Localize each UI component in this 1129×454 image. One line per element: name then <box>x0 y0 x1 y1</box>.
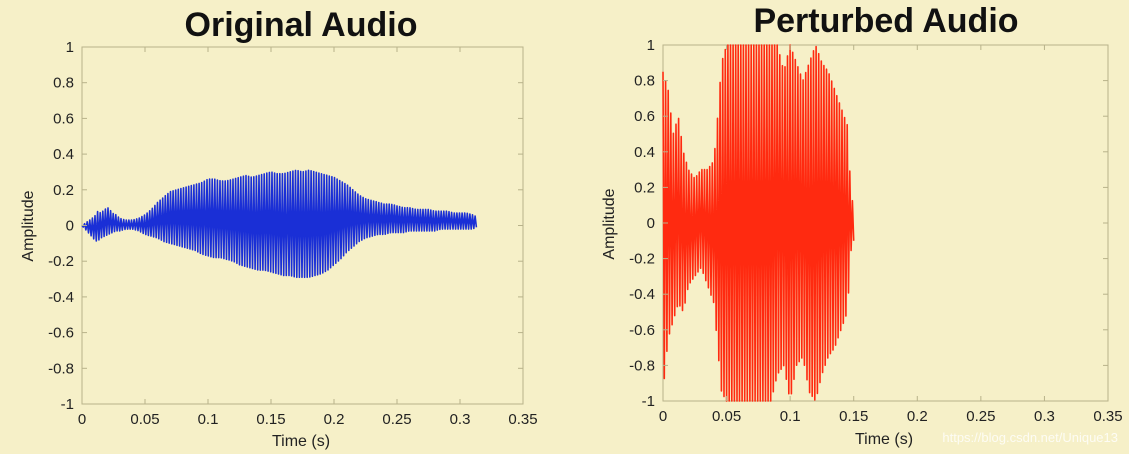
y-tick-label: -0.2 <box>629 251 655 268</box>
y-tick-label: 0.6 <box>634 108 655 125</box>
x-axis-ticks: 0 0.05 0.1 0.15 0.2 0.25 0.3 0.35 <box>78 47 538 428</box>
y-tick-label: -0.2 <box>48 253 74 270</box>
y-tick-label: -0.6 <box>48 325 74 342</box>
y-tick-label: -0.6 <box>629 322 655 339</box>
chart-original-audio: Original Audio 1 0.8 0.6 0.4 0.2 0 -0.2 -0.4 -0.… <box>20 6 538 450</box>
y-tick-label: 0.4 <box>634 144 655 161</box>
x-tick-label: 0 <box>659 408 667 425</box>
y-tick-label: -1 <box>61 396 74 413</box>
y-axis-label: Amplitude <box>20 190 37 261</box>
x-axis-ticks: 0 0.05 0.1 0.15 0.2 0.25 0.3 0.35 <box>659 45 1123 425</box>
y-tick-label: -0.4 <box>48 289 74 306</box>
y-axis-label: Amplitude <box>601 188 618 259</box>
y-tick-label: -1 <box>642 393 655 410</box>
x-tick-label: 0.05 <box>712 408 741 425</box>
y-tick-label: 0 <box>647 215 655 232</box>
x-tick-label: 0.3 <box>1034 408 1055 425</box>
x-tick-label: 0.35 <box>508 411 537 428</box>
x-tick-label: 0.05 <box>130 411 159 428</box>
y-tick-label: -0.4 <box>629 286 655 303</box>
waveform-series <box>81 169 478 279</box>
y-axis-ticks: 1 0.8 0.6 0.4 0.2 0 -0.2 -0.4 -0.6 -0.8 -1 <box>48 39 523 413</box>
x-tick-label: 0 <box>78 411 86 428</box>
y-tick-label: 1 <box>647 37 655 54</box>
y-tick-label: -0.8 <box>48 360 74 377</box>
chart-title: Perturbed Audio <box>753 2 1018 40</box>
x-tick-label: 0.25 <box>966 408 995 425</box>
y-tick-label: 0.4 <box>53 146 74 163</box>
x-tick-label: 0.15 <box>839 408 868 425</box>
chart-title: Original Audio <box>185 6 418 44</box>
y-axis-ticks: 1 0.8 0.6 0.4 0.2 0 -0.2 -0.4 -0.6 -0.8 -1 <box>629 37 1108 410</box>
x-tick-label: 0.1 <box>198 411 219 428</box>
x-axis-label: Time (s) <box>272 433 330 450</box>
y-tick-label: 0.8 <box>53 75 74 92</box>
waveform-line <box>81 169 478 279</box>
y-tick-label: 0 <box>66 218 74 235</box>
chart-perturbed-audio: Perturbed Audio 1 0.8 0.6 0.4 0.2 0 -0.2 -0.4 -0… <box>601 2 1123 448</box>
watermark-text: https://blog.csdn.net/Unique13 <box>942 430 1118 445</box>
waveform-series <box>662 44 855 402</box>
x-axis-label: Time (s) <box>855 431 913 448</box>
y-tick-label: 1 <box>66 39 74 56</box>
x-tick-label: 0.2 <box>324 411 345 428</box>
y-tick-label: -0.8 <box>629 357 655 374</box>
x-tick-label: 0.35 <box>1093 408 1122 425</box>
y-tick-label: 0.6 <box>53 110 74 127</box>
y-tick-label: 0.8 <box>634 73 655 90</box>
waveform-line <box>662 44 855 402</box>
x-tick-label: 0.25 <box>382 411 411 428</box>
x-tick-label: 0.2 <box>907 408 928 425</box>
y-tick-label: 0.2 <box>634 179 655 196</box>
x-tick-label: 0.3 <box>450 411 471 428</box>
y-tick-label: 0.2 <box>53 182 74 199</box>
x-tick-label: 0.1 <box>780 408 801 425</box>
x-tick-label: 0.15 <box>256 411 285 428</box>
